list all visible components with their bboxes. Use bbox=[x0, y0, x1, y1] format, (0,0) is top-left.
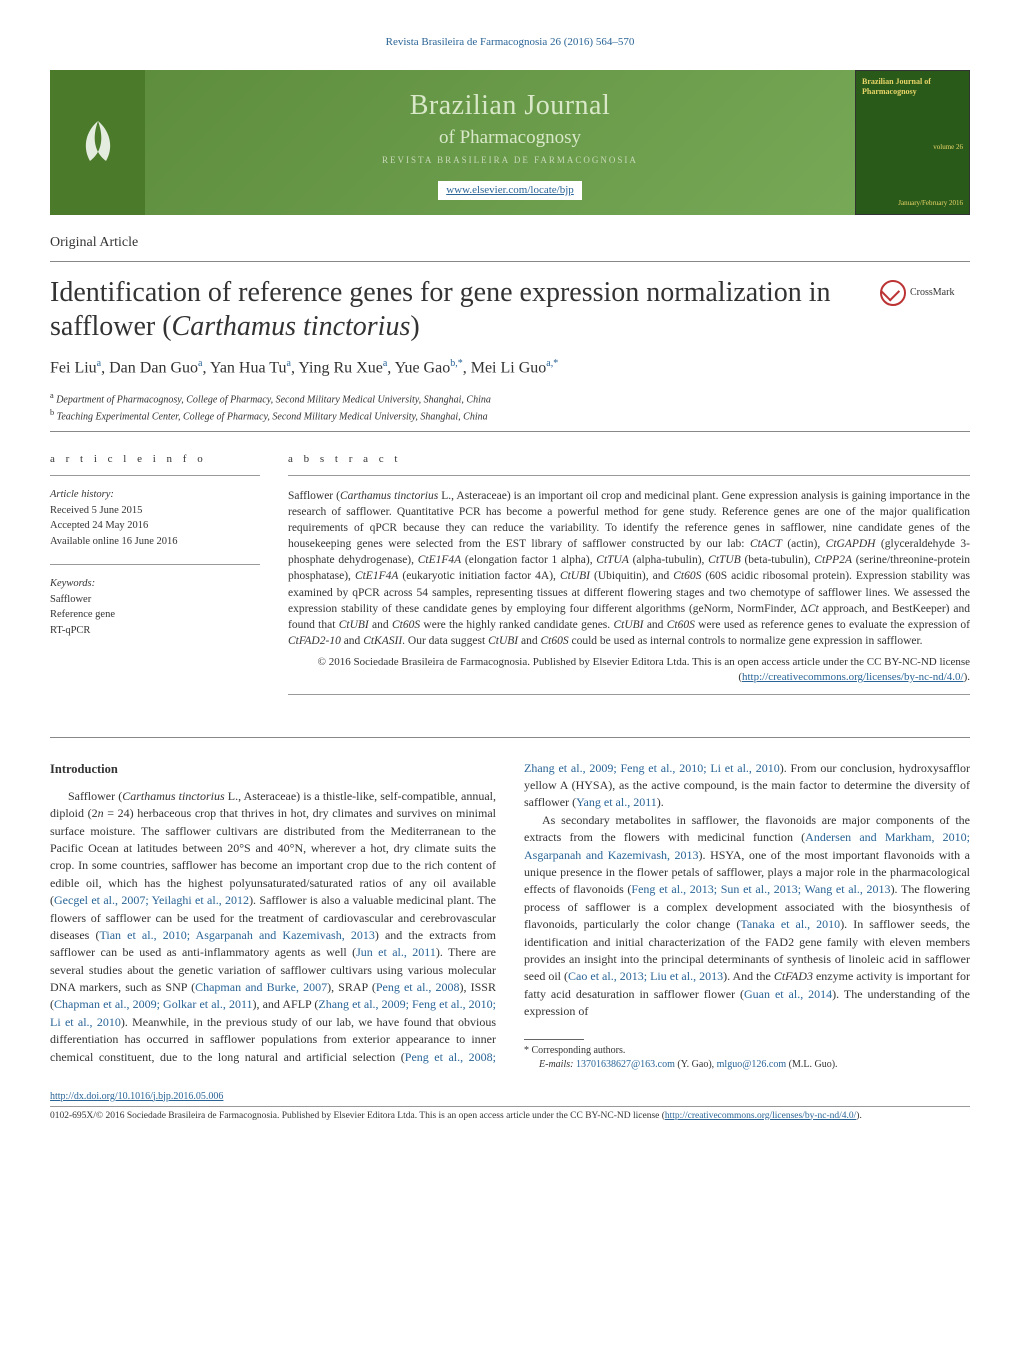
history-label: Article history: bbox=[50, 488, 260, 503]
keyword: Safflower bbox=[50, 592, 260, 608]
cover-volume: volume 26 bbox=[862, 143, 963, 153]
article-info-column: a r t i c l e i n f o Article history: R… bbox=[50, 452, 260, 707]
history-received: Received 5 June 2015 bbox=[50, 503, 260, 519]
abstract-text: Safflower (Carthamus tinctorius L., Aste… bbox=[288, 488, 970, 649]
body-paragraph: As secondary metabolites in safflower, t… bbox=[524, 812, 970, 1021]
journal-cover-thumbnail: Brazilian Journal of Pharmacognosy volum… bbox=[855, 70, 970, 215]
society-logo bbox=[50, 70, 145, 215]
title-species: Carthamus tinctorius bbox=[172, 311, 411, 342]
emails-label: E-mails: bbox=[539, 1059, 573, 1070]
affiliation: a Department of Pharmacognosy, College o… bbox=[50, 390, 970, 407]
email-link[interactable]: 13701638627@163.com bbox=[576, 1059, 675, 1070]
corresponding-footnote: * Corresponding authors. E-mails: 137016… bbox=[524, 1039, 970, 1072]
journal-title-native: REVISTA BRASILEIRA DE FARMACOGNOSIA bbox=[382, 154, 638, 167]
journal-citation: Revista Brasileira de Farmacognosia 26 (… bbox=[50, 35, 970, 50]
abstract-column: a b s t r a c t Safflower (Carthamus tin… bbox=[288, 452, 970, 707]
author-list: Fei Liua, Dan Dan Guoa, Yan Hua Tua, Yin… bbox=[50, 357, 970, 380]
rule bbox=[288, 694, 970, 695]
rule bbox=[50, 431, 970, 432]
history-accepted: Accepted 24 May 2016 bbox=[50, 518, 260, 534]
journal-title-sub: of Pharmacognosy bbox=[439, 125, 581, 152]
crossmark-icon bbox=[880, 280, 906, 306]
rule bbox=[50, 475, 260, 476]
affiliation: b Teaching Experimental Center, College … bbox=[50, 407, 970, 424]
cover-date: January/February 2016 bbox=[862, 199, 963, 209]
title-text-1: Identification of reference genes for ge… bbox=[50, 277, 831, 342]
leaf-icon bbox=[68, 113, 128, 173]
bottom-license: 0102-695X/© 2016 Sociedade Brasileira de… bbox=[50, 1106, 970, 1123]
rule bbox=[50, 564, 260, 565]
history-online: Available online 16 June 2016 bbox=[50, 534, 260, 550]
email-name: (M.L. Guo). bbox=[789, 1059, 838, 1070]
cover-label-2: Pharmacognosy bbox=[862, 87, 963, 97]
title-text-2: ) bbox=[410, 311, 419, 342]
corresponding-label: * Corresponding authors. bbox=[524, 1044, 970, 1058]
abstract-label: a b s t r a c t bbox=[288, 452, 970, 467]
email-link[interactable]: mlguo@126.com bbox=[717, 1059, 786, 1070]
journal-banner: Brazilian Journal of Pharmacognosy volum… bbox=[50, 70, 970, 215]
info-label: a r t i c l e i n f o bbox=[50, 452, 260, 467]
body-two-column: Introduction Safflower (Carthamus tincto… bbox=[50, 760, 970, 1072]
crossmark-widget[interactable]: CrossMark bbox=[880, 280, 970, 306]
keyword: RT-qPCR bbox=[50, 623, 260, 639]
license-link[interactable]: http://creativecommons.org/licenses/by-n… bbox=[665, 1111, 856, 1121]
rule bbox=[50, 737, 970, 738]
section-heading-introduction: Introduction bbox=[50, 760, 496, 778]
rule bbox=[288, 475, 970, 476]
journal-homepage-link[interactable]: www.elsevier.com/locate/bjp bbox=[438, 181, 582, 200]
keywords-label: Keywords: bbox=[50, 577, 260, 592]
email-name: (Y. Gao), bbox=[677, 1059, 714, 1070]
journal-title-main: Brazilian Journal bbox=[410, 86, 611, 125]
license-link[interactable]: http://creativecommons.org/licenses/by-n… bbox=[742, 671, 964, 683]
crossmark-label: CrossMark bbox=[910, 286, 954, 300]
cover-label-1: Brazilian Journal of bbox=[862, 77, 963, 87]
doi-link[interactable]: http://dx.doi.org/10.1016/j.bjp.2016.05.… bbox=[50, 1091, 223, 1102]
doi-line: http://dx.doi.org/10.1016/j.bjp.2016.05.… bbox=[50, 1090, 970, 1104]
keyword: Reference gene bbox=[50, 607, 260, 623]
citation-link[interactable]: Revista Brasileira de Farmacognosia 26 (… bbox=[386, 36, 635, 48]
article-title: Identification of reference genes for ge… bbox=[50, 276, 868, 343]
rule bbox=[50, 261, 970, 262]
abstract-copyright: © 2016 Sociedade Brasileira de Farmacogn… bbox=[288, 655, 970, 686]
article-type: Original Article bbox=[50, 233, 970, 253]
affiliations: a Department of Pharmacognosy, College o… bbox=[50, 390, 970, 425]
